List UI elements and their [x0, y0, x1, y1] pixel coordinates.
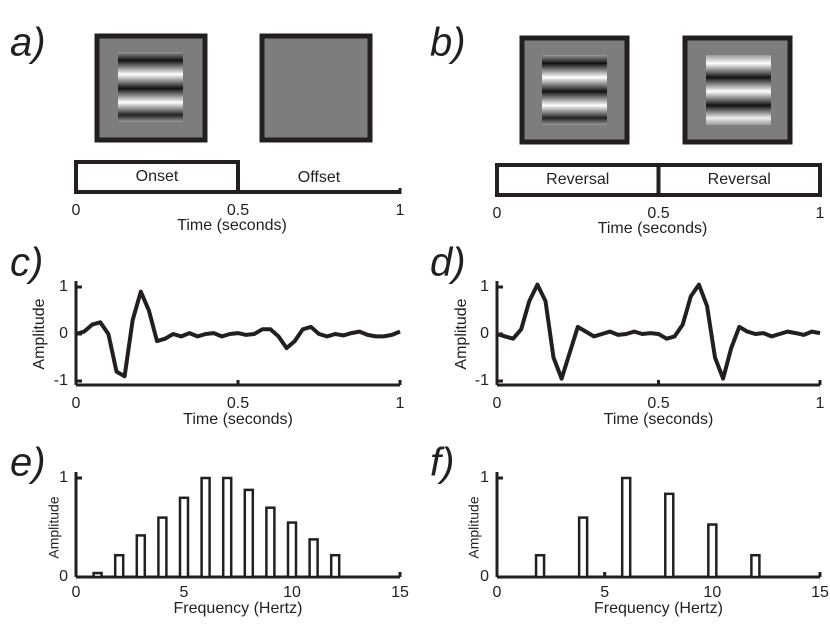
bar	[135, 534, 147, 579]
y-tick-label: 0	[480, 325, 489, 342]
grating	[706, 55, 771, 125]
x-tick-label: 1	[816, 205, 825, 222]
x-axis-title: Time (seconds)	[604, 411, 714, 428]
bar	[200, 476, 211, 579]
panel-label: b)	[430, 21, 466, 65]
x-axis-title: Time (seconds)	[177, 217, 287, 234]
y-axis-title: Amplitude	[31, 298, 48, 369]
bar	[750, 553, 761, 579]
panel-label: d)	[430, 241, 466, 285]
x-tick-label: 0.5	[227, 395, 249, 412]
panel-label: c)	[10, 241, 43, 285]
x-tick-label: 0	[72, 395, 81, 412]
bar	[308, 538, 319, 579]
timeline-box	[74, 160, 240, 194]
x-tick-label: 10	[283, 584, 301, 601]
x-axis-title: Time (seconds)	[183, 411, 293, 428]
waveform	[75, 289, 401, 379]
x-axis-title: Time (seconds)	[598, 220, 708, 237]
y-tick-label: -1	[54, 372, 68, 389]
bar	[707, 523, 718, 579]
x-tick-label: 0.5	[647, 395, 669, 412]
bar	[265, 506, 276, 579]
segment-label: Onset	[136, 168, 179, 185]
segment-label: Reversal	[546, 171, 609, 188]
bar	[577, 516, 589, 579]
y-axis-title: Amplitude	[453, 298, 470, 369]
x-tick-label: 15	[811, 584, 829, 601]
bar	[534, 553, 546, 579]
panel-label: a)	[10, 21, 46, 65]
panel-label: f)	[430, 441, 454, 485]
stimulus-frame	[259, 33, 373, 143]
x-tick-label: 5	[180, 584, 189, 601]
stimuli	[94, 33, 793, 145]
x-axis-title: Frequency (Hertz)	[174, 600, 303, 617]
grating	[542, 55, 607, 125]
timeline-box	[656, 163, 822, 197]
x-tick-label: 15	[391, 584, 409, 601]
x-tick-label: 0	[72, 584, 81, 601]
x-tick-label: 1	[396, 395, 405, 412]
x-axis-title: Frequency (Hertz)	[594, 600, 723, 617]
bar	[157, 516, 168, 579]
timeline-box	[495, 163, 661, 197]
y-axis-title: Amplitude	[466, 496, 482, 558]
x-tick-label: 10	[703, 584, 721, 601]
x-tick-label: 0	[493, 584, 502, 601]
x-tick-label: 0.5	[647, 205, 669, 222]
bar	[178, 496, 190, 579]
x-tick-label: 0	[493, 395, 502, 412]
x-tick-label: 0	[72, 202, 81, 219]
x-tick-label: 1	[396, 202, 405, 219]
bar	[113, 553, 125, 579]
bar	[620, 476, 632, 579]
x-tick-label: 5	[600, 584, 609, 601]
bar	[92, 571, 103, 579]
x-tick-label: 1	[816, 395, 825, 412]
bar	[243, 488, 255, 579]
y-axis-title: Amplitude	[46, 496, 62, 558]
segment-label: Reversal	[708, 171, 771, 188]
x-tick-label: 0.5	[227, 202, 249, 219]
bar	[329, 553, 341, 579]
y-tick-label: 1	[59, 278, 68, 295]
y-tick-label: 1	[59, 469, 68, 486]
panel-label: e)	[10, 441, 46, 485]
grating	[118, 52, 183, 122]
bar	[221, 476, 233, 579]
y-tick-label: 1	[480, 278, 489, 295]
y-tick-label: 0	[480, 568, 489, 585]
y-tick-label: 1	[480, 469, 489, 486]
x-tick-label: 0	[493, 205, 502, 222]
segment-label: Offset	[298, 169, 341, 186]
waveform	[496, 282, 821, 381]
y-tick-label: -1	[475, 372, 489, 389]
y-tick-label: 0	[59, 568, 68, 585]
y-tick-label: 0	[59, 325, 68, 342]
bar	[664, 492, 675, 579]
bar	[286, 521, 298, 579]
